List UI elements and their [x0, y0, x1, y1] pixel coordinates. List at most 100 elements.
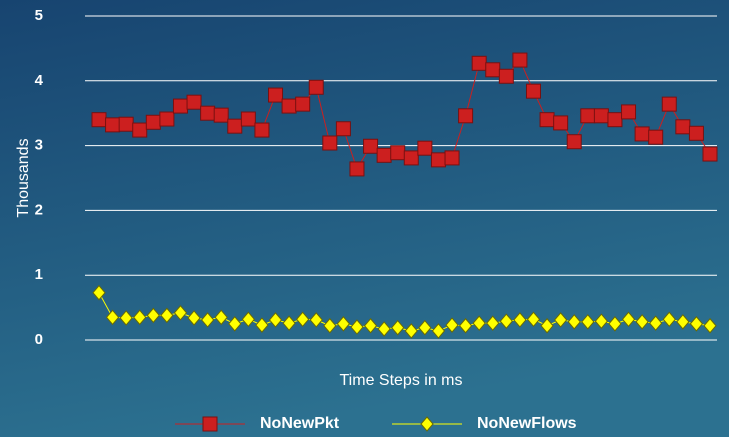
data-point: [688, 125, 704, 141]
data-point: [119, 310, 133, 326]
data-point: [200, 312, 215, 328]
data-point: [430, 152, 446, 168]
data-point: [363, 317, 378, 334]
data-point: [418, 319, 432, 336]
data-point: [172, 98, 188, 114]
data-point: [254, 122, 270, 138]
data-point: [675, 119, 691, 135]
data-point: [186, 94, 202, 110]
data-point: [471, 55, 487, 71]
data-point: [648, 129, 664, 145]
data-point: [540, 317, 554, 334]
data-point: [621, 104, 637, 120]
data-point: [593, 108, 609, 124]
data-point: [268, 312, 283, 328]
data-point: [485, 62, 501, 78]
data-point: [92, 284, 106, 301]
data-point: [580, 108, 596, 124]
data-point: [295, 96, 311, 112]
data-point: [282, 315, 296, 331]
data-point: [702, 146, 718, 162]
data-point: [703, 317, 717, 334]
data-point: [608, 316, 622, 332]
data-point: [661, 96, 677, 112]
data-point: [160, 307, 174, 324]
y-tick-label: 3: [35, 137, 43, 154]
data-point: [309, 312, 323, 328]
y-tick-label: 4: [35, 72, 44, 89]
data-point: [377, 321, 391, 337]
data-point: [323, 317, 337, 334]
data-point: [689, 316, 704, 332]
data-point: [187, 310, 201, 326]
series-line: [98, 292, 711, 332]
data-point: [240, 111, 256, 127]
data-point: [553, 115, 569, 131]
data-point: [145, 114, 161, 130]
data-point: [445, 317, 459, 333]
data-point: [607, 112, 623, 128]
data-point: [512, 52, 528, 68]
data-point: [105, 117, 121, 133]
data-point: [308, 79, 324, 95]
data-point: [363, 138, 379, 154]
data-point: [444, 150, 460, 166]
y-axis-label: Thousands: [15, 138, 32, 217]
data-point: [336, 316, 351, 332]
data-point: [241, 311, 256, 328]
data-point: [296, 311, 310, 328]
data-point: [431, 323, 446, 339]
data-point: [458, 108, 474, 124]
data-point: [621, 311, 636, 328]
y-tick-label: 5: [35, 7, 43, 24]
data-point: [662, 311, 676, 328]
data-point: [525, 83, 541, 99]
data-point: [649, 315, 663, 331]
data-point: [635, 314, 649, 330]
data-point: [376, 147, 392, 163]
data-point: [594, 313, 609, 329]
data-point: [391, 319, 405, 336]
data-point: [349, 161, 365, 177]
data-point: [228, 316, 242, 332]
data-point: [255, 317, 269, 333]
data-point: [118, 116, 134, 132]
legend-marker: [202, 416, 218, 432]
data-point: [566, 134, 582, 150]
data-point: [417, 140, 433, 156]
data-point: [213, 107, 229, 123]
data-point: [581, 314, 595, 330]
data-point: [281, 98, 297, 114]
data-point: [499, 313, 513, 329]
data-point: [404, 323, 418, 339]
y-tick-label: 1: [35, 266, 43, 283]
data-point: [486, 315, 500, 331]
legend-marker: [420, 416, 434, 432]
data-point: [350, 319, 364, 335]
data-point: [634, 126, 650, 142]
data-point: [553, 312, 568, 328]
data-point: [91, 112, 107, 128]
data-point: [498, 68, 514, 84]
data-point: [539, 112, 555, 128]
data-point: [133, 309, 147, 326]
data-point: [390, 145, 406, 161]
data-point: [146, 307, 160, 324]
data-point: [173, 305, 188, 321]
data-point: [676, 314, 690, 330]
data-point: [132, 122, 148, 138]
legend-label: NoNewFlows: [477, 415, 577, 432]
y-tick-label: 0: [35, 331, 43, 348]
data-point: [322, 135, 338, 151]
data-point: [458, 317, 473, 334]
data-point: [513, 312, 527, 328]
y-tick-label: 2: [35, 201, 43, 218]
data-point: [200, 105, 216, 121]
data-point: [335, 121, 351, 137]
data-point: [268, 87, 284, 103]
data-point: [403, 150, 419, 166]
data-point: [526, 311, 541, 328]
legend-label: NoNewPkt: [260, 415, 340, 432]
